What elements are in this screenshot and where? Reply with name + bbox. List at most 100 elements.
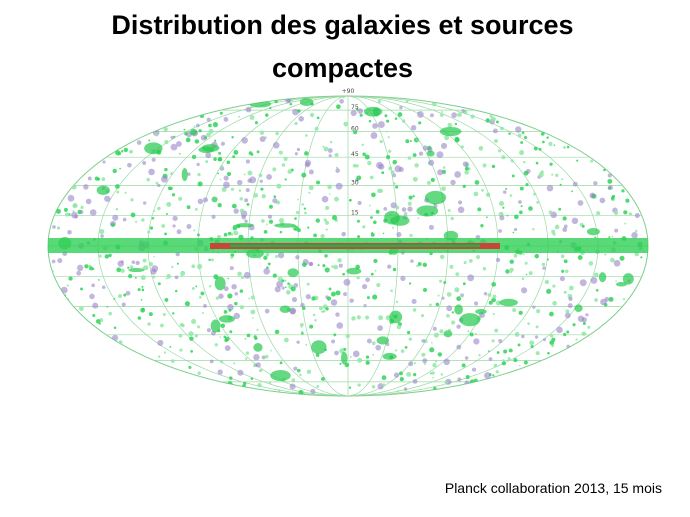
source — [232, 155, 236, 159]
cloud — [340, 351, 348, 365]
source — [76, 270, 82, 276]
source — [362, 152, 366, 157]
source — [488, 350, 490, 353]
source — [223, 335, 227, 339]
source — [191, 318, 197, 324]
source — [171, 265, 174, 269]
source — [552, 300, 557, 306]
source — [590, 276, 598, 284]
source — [485, 118, 490, 123]
source — [191, 154, 197, 160]
source — [330, 291, 336, 297]
source — [463, 261, 467, 265]
source — [566, 344, 570, 349]
source — [495, 370, 499, 374]
source — [521, 334, 525, 339]
source — [393, 372, 400, 378]
source — [335, 182, 343, 190]
source — [523, 160, 526, 164]
source — [469, 332, 474, 337]
source — [447, 214, 450, 217]
source — [77, 209, 82, 215]
source — [143, 265, 149, 271]
source — [561, 269, 565, 273]
source — [298, 389, 304, 395]
source — [166, 201, 172, 207]
source — [331, 265, 334, 268]
source — [328, 287, 332, 291]
source — [261, 355, 266, 360]
source — [349, 355, 352, 358]
source — [147, 230, 151, 234]
source — [186, 223, 192, 230]
source — [373, 258, 378, 264]
source — [197, 172, 201, 177]
source — [440, 113, 444, 117]
source — [498, 229, 502, 233]
source — [141, 288, 145, 292]
source — [371, 192, 376, 198]
source — [220, 360, 224, 364]
source — [274, 99, 278, 104]
source — [176, 262, 179, 265]
source — [594, 236, 597, 239]
source — [184, 132, 188, 136]
cloud — [615, 282, 627, 287]
source — [555, 173, 559, 177]
source — [265, 113, 269, 117]
source — [599, 197, 606, 204]
source — [172, 224, 176, 228]
source — [330, 299, 338, 306]
source — [461, 109, 465, 113]
source — [408, 195, 413, 200]
source — [309, 324, 314, 329]
source — [233, 208, 239, 214]
source — [488, 300, 493, 305]
source — [503, 349, 508, 354]
source — [243, 271, 251, 279]
source — [190, 349, 194, 353]
source — [379, 139, 383, 144]
source — [101, 177, 106, 181]
source — [60, 286, 68, 294]
source — [432, 377, 435, 379]
source — [224, 345, 231, 352]
source — [263, 229, 268, 234]
source — [118, 340, 123, 345]
source — [367, 160, 372, 166]
source — [341, 231, 346, 237]
source — [515, 126, 522, 133]
source — [492, 374, 495, 377]
source — [140, 298, 143, 301]
source — [518, 210, 523, 215]
cloud — [279, 305, 291, 313]
source — [377, 325, 383, 331]
source — [334, 350, 339, 356]
source — [245, 187, 250, 193]
source — [374, 269, 377, 272]
source — [134, 276, 137, 279]
source — [371, 385, 376, 389]
source — [218, 151, 222, 155]
plane-inner — [230, 244, 480, 247]
source — [357, 235, 361, 239]
source — [338, 263, 343, 268]
source — [343, 292, 348, 297]
source — [457, 206, 465, 214]
source — [369, 175, 374, 180]
source — [325, 205, 330, 210]
cloud — [390, 215, 410, 226]
source — [356, 315, 361, 320]
source — [401, 119, 406, 123]
source — [563, 290, 567, 294]
source — [518, 364, 521, 367]
source — [261, 219, 265, 223]
source — [119, 167, 121, 170]
source — [287, 98, 292, 103]
source — [375, 209, 380, 214]
source — [305, 134, 308, 137]
source — [509, 194, 513, 197]
source — [456, 344, 462, 350]
source — [541, 140, 545, 144]
source — [68, 276, 73, 281]
